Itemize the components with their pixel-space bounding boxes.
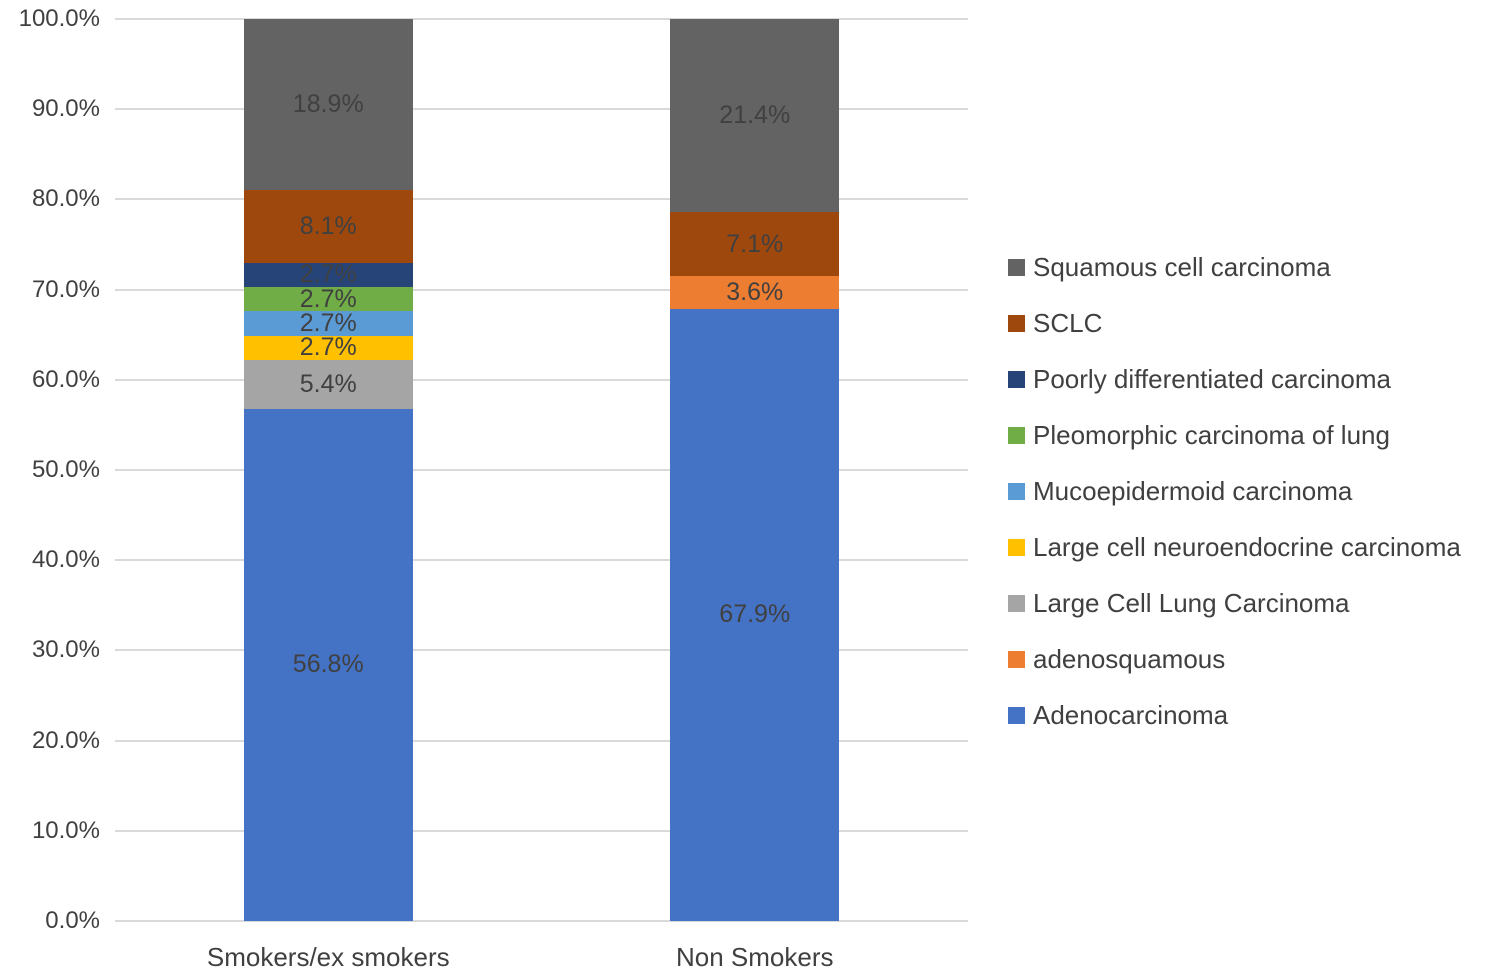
y-tick-label: 0.0% bbox=[45, 907, 100, 934]
gridline bbox=[115, 108, 968, 111]
bar-segment-label: 3.6% bbox=[726, 277, 784, 306]
legend-label: Large Cell Lung Carcinoma bbox=[1033, 587, 1350, 618]
bar-segment-squamous-cell-carcinoma: 18.9% bbox=[243, 19, 413, 190]
legend-item-pleomorphic-carcinoma-of-lung: Pleomorphic carcinoma of lung bbox=[1008, 407, 1461, 463]
bar-segment-adenosquamous: 3.6% bbox=[670, 276, 840, 309]
bar-segment-label: 8.1% bbox=[299, 211, 357, 240]
bar-segment-squamous-cell-carcinoma: 21.4% bbox=[670, 19, 840, 213]
bar-segment-large-cell-neuroendocrine-carcinoma: 2.7% bbox=[243, 333, 413, 362]
bar-segment-label: 2.7% bbox=[299, 284, 357, 313]
bar-segment-label: 7.1% bbox=[726, 229, 784, 258]
bar-segment-poorly-differentiated-carcinoma: 2.7% bbox=[243, 260, 413, 289]
y-tick-label: 30.0% bbox=[31, 636, 100, 664]
legend-label: Poorly differentiated carcinoma bbox=[1033, 363, 1391, 394]
gridline bbox=[115, 829, 968, 832]
legend-item-mucoepidermoid-carcinoma: Mucoepidermoid carcinoma bbox=[1008, 463, 1461, 519]
legend-swatch-icon bbox=[1008, 314, 1025, 332]
bar-segment-label: 67.9% bbox=[719, 600, 791, 629]
gridline bbox=[115, 378, 968, 381]
y-tick-label: 40.0% bbox=[31, 546, 100, 574]
y-tick-label: 90.0% bbox=[31, 95, 100, 123]
bar-segment-pleomorphic-carcinoma-of-lung: 2.7% bbox=[243, 284, 413, 313]
y-tick-label: 20.0% bbox=[31, 726, 100, 754]
legend-label: Pleomorphic carcinoma of lung bbox=[1033, 419, 1390, 450]
legend-swatch-icon bbox=[1008, 370, 1025, 388]
legend-item-large-cell-neuroendocrine-carcinoma: Large cell neuroendocrine carcinoma bbox=[1008, 519, 1461, 575]
plot-area: 56.8% 5.4% 2.7% 2.7% 2.7% 2.7% 8.1% 18.9% 67.9% 3… bbox=[115, 18, 968, 922]
legend-swatch-icon bbox=[1008, 258, 1025, 276]
legend-label: adenosquamous bbox=[1033, 643, 1226, 674]
category-label: Non Smokers bbox=[676, 942, 834, 972]
gridline bbox=[115, 198, 968, 201]
bar-segment-label: 56.8% bbox=[292, 650, 364, 679]
legend-swatch-icon bbox=[1008, 482, 1025, 500]
legend-item-large-cell-lung-carcinoma: Large Cell Lung Carcinoma bbox=[1008, 575, 1461, 631]
gridline bbox=[115, 649, 968, 652]
legend-item-adenosquamous: adenosquamous bbox=[1008, 631, 1461, 687]
y-tick-label: 10.0% bbox=[31, 816, 100, 844]
legend-label: SCLC bbox=[1033, 307, 1103, 338]
bar-segment-label: 5.4% bbox=[299, 369, 357, 398]
bar-non-smokers: 67.9% 3.6% 7.1% 21.4% bbox=[670, 19, 840, 921]
bar-smokers-ex-smokers: 56.8% 5.4% 2.7% 2.7% 2.7% 2.7% 8.1% 18.9% bbox=[243, 19, 413, 921]
gridline bbox=[115, 739, 968, 742]
legend-item-squamous-cell-carcinoma: Squamous cell carcinoma bbox=[1008, 239, 1461, 295]
legend-label: Large cell neuroendocrine carcinoma bbox=[1033, 531, 1461, 562]
bar-segment-label: 21.4% bbox=[719, 101, 791, 130]
y-tick-label: 60.0% bbox=[31, 365, 100, 393]
gridline bbox=[115, 559, 968, 562]
legend-swatch-icon bbox=[1008, 706, 1025, 724]
bar-segment-label: 2.7% bbox=[299, 333, 357, 362]
legend-item-poorly-differentiated-carcinoma: Poorly differentiated carcinoma bbox=[1008, 351, 1461, 407]
legend-swatch-icon bbox=[1008, 426, 1025, 444]
gridline bbox=[115, 920, 968, 922]
category-label: Smokers/ex smokers bbox=[206, 942, 450, 972]
bar-segment-label: 2.7% bbox=[299, 308, 357, 337]
legend-swatch-icon bbox=[1008, 594, 1025, 612]
legend-item-adenocarcinoma: Adenocarcinoma bbox=[1008, 687, 1461, 743]
legend-label: Mucoepidermoid carcinoma bbox=[1033, 475, 1353, 506]
legend-item-sclc: SCLC bbox=[1008, 295, 1461, 351]
y-tick-label: 50.0% bbox=[31, 456, 100, 483]
y-tick-label: 70.0% bbox=[31, 275, 100, 303]
bar-segment-adenocarcinoma: 67.9% bbox=[670, 308, 840, 921]
bar-segment-mucoepidermoid-carcinoma: 2.7% bbox=[243, 308, 413, 337]
bar-segment-sclc: 7.1% bbox=[670, 212, 840, 277]
legend: Squamous cell carcinoma SCLC Poorly differ… bbox=[1008, 239, 1461, 743]
y-tick-label: 100.0% bbox=[18, 5, 100, 32]
bar-segment-label: 18.9% bbox=[292, 89, 364, 118]
bar-segment-large-cell-lung-carcinoma: 5.4% bbox=[243, 359, 413, 409]
gridline bbox=[115, 469, 968, 471]
legend-swatch-icon bbox=[1008, 538, 1025, 556]
bar-segment-adenocarcinoma: 56.8% bbox=[243, 408, 413, 921]
legend-label: Squamous cell carcinoma bbox=[1033, 251, 1331, 282]
gridline bbox=[115, 288, 968, 291]
gridline bbox=[115, 18, 968, 20]
y-tick-label: 80.0% bbox=[31, 185, 100, 213]
legend-swatch-icon bbox=[1008, 650, 1025, 668]
legend-label: Adenocarcinoma bbox=[1033, 699, 1229, 730]
bar-segment-sclc: 8.1% bbox=[243, 189, 413, 263]
bar-segment-label: 2.7% bbox=[299, 260, 357, 289]
